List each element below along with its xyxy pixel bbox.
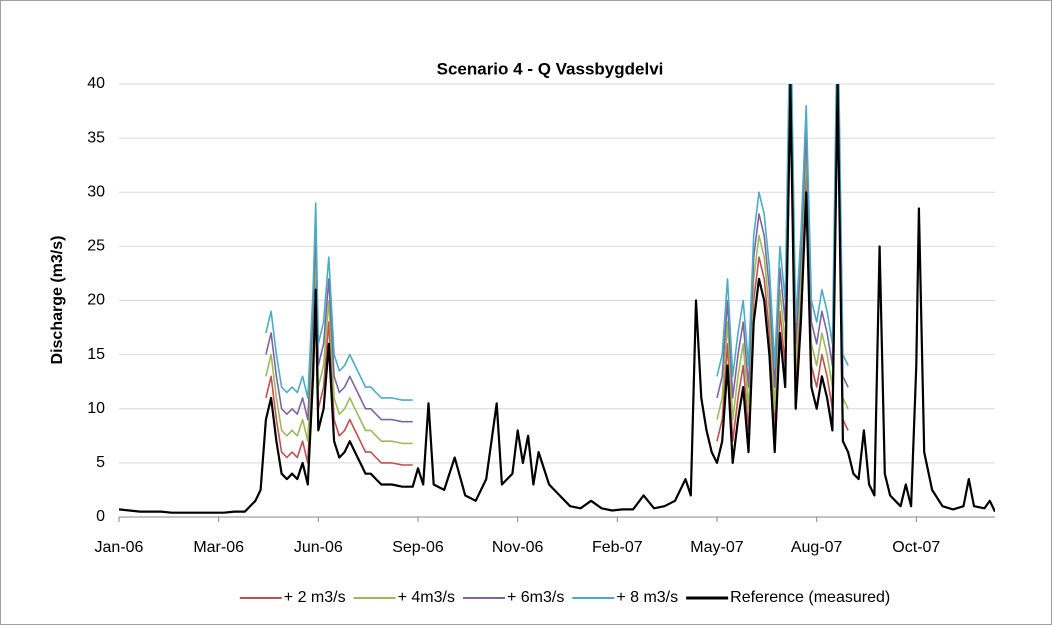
y-tick-label: 40	[87, 75, 105, 92]
y-tick-label: 10	[87, 400, 105, 417]
y-tick-label: 5	[96, 454, 105, 471]
x-tick-label: Jan-06	[95, 539, 144, 556]
legend-label: + 8 m3/s	[616, 589, 678, 606]
series-line	[265, 84, 849, 423]
x-tick-label: May-07	[690, 539, 743, 556]
legend-label: Reference (measured)	[730, 589, 890, 606]
y-tick-label: 25	[87, 238, 105, 255]
x-tick-label: Mar-06	[193, 539, 244, 556]
y-axis-label: Discharge (m3/s)	[49, 236, 66, 365]
chart-title: Scenario 4 - Q Vassbygdelvi	[437, 59, 664, 78]
y-tick-label: 30	[87, 183, 105, 200]
x-tick-label: Jun-06	[294, 539, 343, 556]
x-tick-label: Nov-06	[492, 539, 544, 556]
legend-label: + 6m3/s	[507, 589, 564, 606]
x-tick-label: Oct-07	[892, 539, 940, 556]
series-line	[119, 84, 995, 514]
plot-area	[119, 84, 995, 514]
legend: + 2 m3/s + 4m3/s + 6m3/s + 8 m3/s Reference …	[239, 589, 890, 606]
legend-label: + 2 m3/s	[284, 589, 346, 606]
x-tick-label: Feb-07	[592, 539, 643, 556]
series-line	[265, 84, 849, 401]
y-tick-label: 15	[87, 346, 105, 363]
series-line	[265, 84, 849, 445]
series-line	[265, 84, 849, 466]
x-tick-label: Sep-06	[392, 539, 444, 556]
legend-label: + 4m3/s	[398, 589, 455, 606]
x-tick-label: Aug-07	[791, 539, 843, 556]
y-tick-label: 35	[87, 129, 105, 146]
y-tick-label: 0	[96, 508, 105, 525]
y-tick-label: 20	[87, 292, 105, 309]
